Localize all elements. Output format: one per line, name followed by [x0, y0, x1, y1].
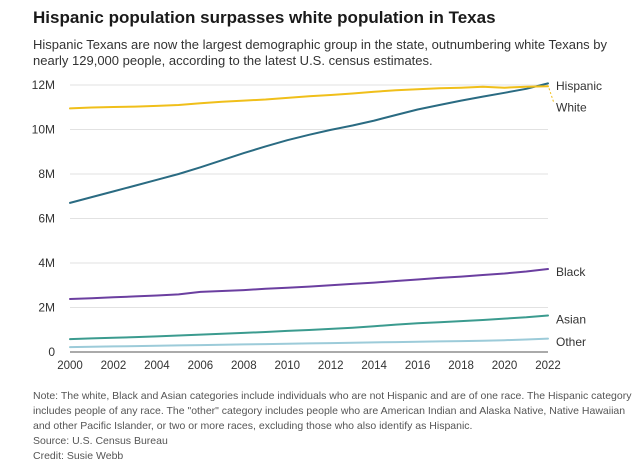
x-tick-label: 2018 — [448, 360, 474, 372]
series-label-white: White — [556, 100, 587, 114]
x-tick-label: 2016 — [405, 360, 431, 372]
series-line-other — [69, 337, 549, 349]
line-chart: 0 2M 4M 6M 8M 10M 12M 2000 2002 2004 2006 2008 2010 2… — [32, 78, 602, 372]
x-tick-label: 2004 — [144, 360, 170, 372]
x-tick-label: 2006 — [188, 360, 214, 372]
chart-subtitle: Hispanic Texans are now the largest demo… — [33, 37, 608, 68]
series-line-hispanic — [69, 82, 549, 204]
y-tick-label: 12M — [32, 78, 55, 92]
y-tick-label: 0 — [48, 345, 55, 359]
x-tick-label: 2008 — [231, 360, 257, 372]
y-tick-label: 10M — [32, 123, 55, 137]
series-line-asian — [69, 314, 549, 341]
y-tick-label: 8M — [38, 167, 55, 181]
series-label-asian: Asian — [556, 313, 586, 327]
series-label-hispanic: Hispanic — [556, 79, 602, 93]
x-tick-label: 2014 — [361, 360, 387, 372]
series-label-black: Black — [556, 265, 586, 279]
credit-text: Credit: Susie Webb — [33, 450, 124, 462]
series-label-other: Other — [556, 335, 586, 349]
x-tick-label: 2000 — [57, 360, 83, 372]
x-tick-label: 2002 — [101, 360, 127, 372]
series-line-white — [69, 85, 549, 110]
y-tick-label: 2M — [38, 301, 55, 315]
x-tick-label: 2020 — [492, 360, 518, 372]
series-line-black — [69, 268, 549, 300]
x-tick-label: 2010 — [274, 360, 300, 372]
y-tick-label: 4M — [38, 256, 55, 270]
y-tick-label: 6M — [38, 212, 55, 226]
x-tick-label: 2012 — [318, 360, 344, 372]
note-text: Note: The white, Black and Asian categor… — [33, 390, 632, 432]
label-leader-white — [548, 88, 555, 104]
source-text: Source: U.S. Census Bureau — [33, 435, 168, 447]
chart-title: Hispanic population surpasses white popu… — [33, 8, 496, 27]
chart-notes: Note: The white, Black and Asian categor… — [33, 389, 633, 464]
x-tick-label: 2022 — [535, 360, 561, 372]
